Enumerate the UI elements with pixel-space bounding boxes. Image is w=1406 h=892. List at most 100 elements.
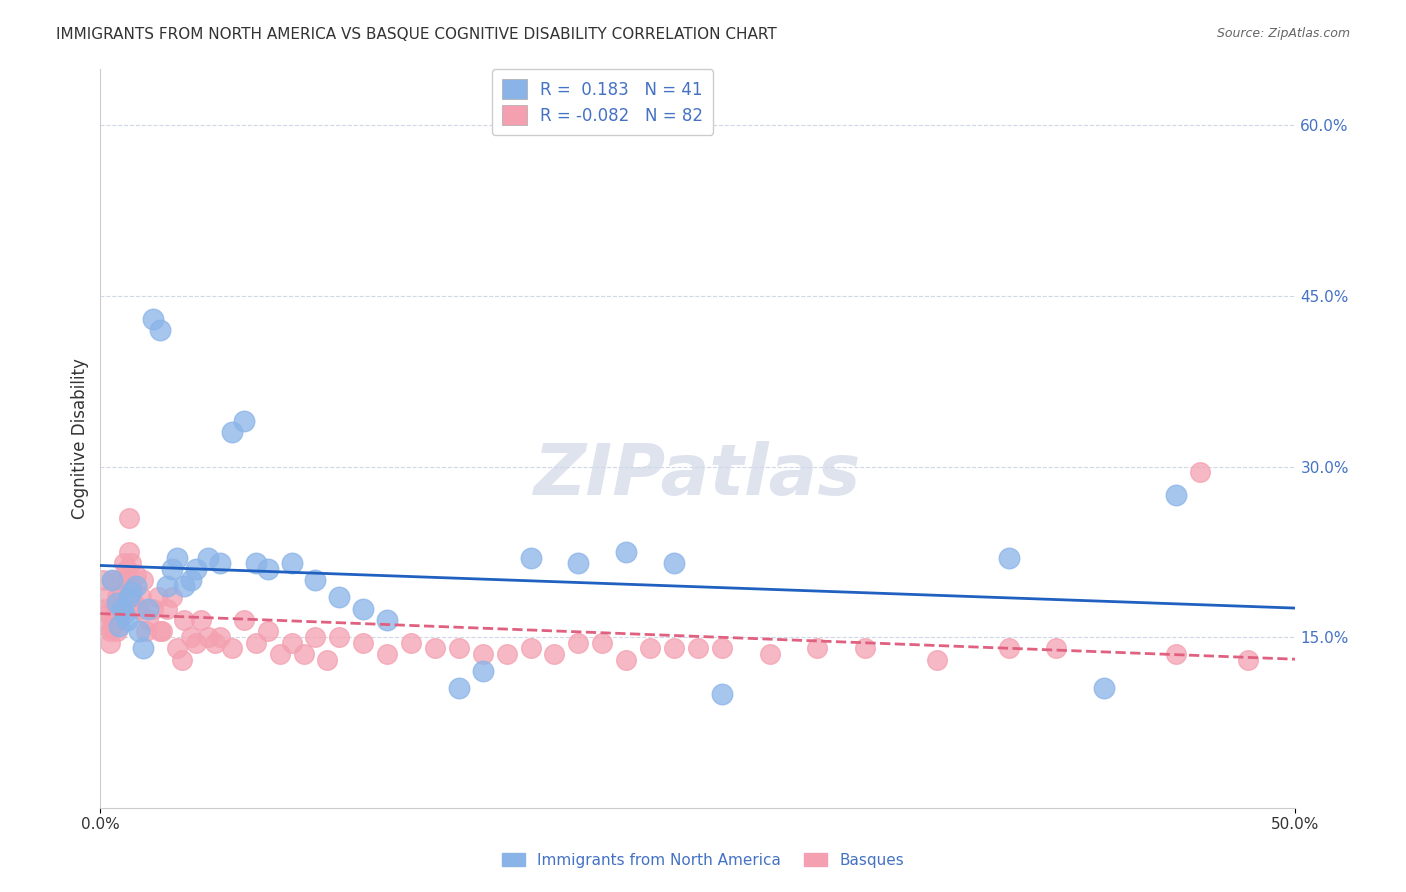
Point — [853, 641, 876, 656]
Point — [136, 613, 159, 627]
Point — [208, 556, 231, 570]
Point — [304, 573, 326, 587]
Point — [997, 641, 1019, 656]
Point — [101, 573, 124, 587]
Point — [662, 641, 685, 656]
Point — [101, 618, 124, 632]
Point — [495, 647, 517, 661]
Point — [245, 636, 267, 650]
Point — [129, 591, 152, 605]
Point — [686, 641, 709, 656]
Point — [118, 591, 141, 605]
Point — [197, 550, 219, 565]
Point — [328, 630, 350, 644]
Point — [710, 687, 733, 701]
Point — [160, 591, 183, 605]
Point — [375, 647, 398, 661]
Point — [1188, 465, 1211, 479]
Point — [197, 630, 219, 644]
Point — [120, 584, 142, 599]
Point — [94, 601, 117, 615]
Point — [471, 664, 494, 678]
Point — [104, 613, 127, 627]
Point — [328, 591, 350, 605]
Point — [94, 591, 117, 605]
Point — [190, 613, 212, 627]
Point — [105, 596, 128, 610]
Point — [98, 624, 121, 639]
Point — [118, 545, 141, 559]
Point — [204, 636, 226, 650]
Point — [180, 573, 202, 587]
Point — [423, 641, 446, 656]
Point — [156, 601, 179, 615]
Legend: R =  0.183   N = 41, R = -0.082   N = 82: R = 0.183 N = 41, R = -0.082 N = 82 — [492, 70, 713, 135]
Point — [280, 556, 302, 570]
Point — [232, 613, 254, 627]
Point — [173, 579, 195, 593]
Point — [142, 601, 165, 615]
Point — [111, 601, 134, 615]
Point — [806, 641, 828, 656]
Point — [112, 556, 135, 570]
Point — [1045, 641, 1067, 656]
Point — [221, 425, 243, 440]
Point — [156, 579, 179, 593]
Point — [232, 414, 254, 428]
Point — [208, 630, 231, 644]
Point — [1164, 647, 1187, 661]
Point — [519, 550, 541, 565]
Point — [152, 624, 174, 639]
Point — [447, 641, 470, 656]
Point — [221, 641, 243, 656]
Point — [638, 641, 661, 656]
Point — [128, 601, 150, 615]
Point — [269, 647, 291, 661]
Point — [184, 636, 207, 650]
Point — [1164, 488, 1187, 502]
Point — [128, 624, 150, 639]
Text: ZIPatlas: ZIPatlas — [534, 441, 862, 509]
Point — [96, 607, 118, 622]
Point — [925, 653, 948, 667]
Point — [591, 636, 613, 650]
Point — [104, 601, 127, 615]
Point — [166, 550, 188, 565]
Point — [399, 636, 422, 650]
Point — [256, 562, 278, 576]
Point — [184, 562, 207, 576]
Point — [105, 624, 128, 639]
Point — [447, 681, 470, 696]
Point — [120, 556, 142, 570]
Point — [710, 641, 733, 656]
Point — [125, 579, 148, 593]
Point — [132, 573, 155, 587]
Point — [352, 601, 374, 615]
Point — [112, 596, 135, 610]
Point — [111, 584, 134, 599]
Point — [245, 556, 267, 570]
Point — [180, 630, 202, 644]
Point — [1236, 653, 1258, 667]
Y-axis label: Cognitive Disability: Cognitive Disability — [72, 358, 89, 518]
Point — [662, 556, 685, 570]
Text: IMMIGRANTS FROM NORTH AMERICA VS BASQUE COGNITIVE DISABILITY CORRELATION CHART: IMMIGRANTS FROM NORTH AMERICA VS BASQUE … — [56, 27, 778, 42]
Point — [166, 641, 188, 656]
Point — [111, 601, 134, 615]
Point — [471, 647, 494, 661]
Point — [115, 613, 138, 627]
Point — [304, 630, 326, 644]
Text: Source: ZipAtlas.com: Source: ZipAtlas.com — [1216, 27, 1350, 40]
Point — [149, 624, 172, 639]
Point — [122, 596, 145, 610]
Point — [173, 613, 195, 627]
Point — [120, 579, 142, 593]
Point — [91, 573, 114, 587]
Point — [105, 591, 128, 605]
Point — [160, 562, 183, 576]
Point — [96, 618, 118, 632]
Point — [118, 510, 141, 524]
Point — [256, 624, 278, 639]
Point — [292, 647, 315, 661]
Point — [614, 545, 637, 559]
